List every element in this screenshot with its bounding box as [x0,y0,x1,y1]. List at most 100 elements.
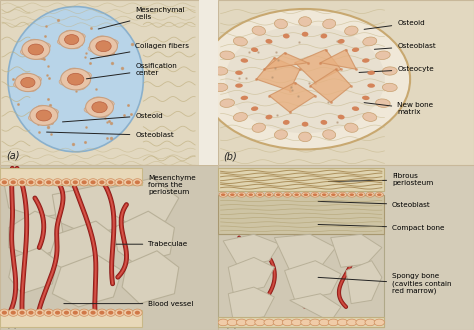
Ellipse shape [28,39,40,46]
Ellipse shape [219,192,227,197]
Ellipse shape [25,85,37,92]
FancyBboxPatch shape [218,0,474,165]
Circle shape [346,319,357,326]
Text: (c): (c) [7,318,19,328]
Ellipse shape [36,110,52,121]
Ellipse shape [376,51,390,59]
Circle shape [17,179,27,186]
Polygon shape [122,251,179,304]
Polygon shape [9,211,65,257]
Text: Fibrous
periosteum: Fibrous periosteum [328,173,433,186]
Ellipse shape [67,73,84,85]
Ellipse shape [320,192,328,197]
Ellipse shape [274,19,287,29]
Circle shape [255,319,265,326]
Ellipse shape [248,193,253,196]
Ellipse shape [15,74,41,91]
Circle shape [106,309,116,316]
Ellipse shape [311,192,319,197]
Ellipse shape [251,48,258,52]
Ellipse shape [302,32,309,37]
FancyBboxPatch shape [0,168,142,185]
Circle shape [99,311,104,315]
Circle shape [97,179,107,186]
Ellipse shape [366,192,374,197]
Ellipse shape [363,113,377,121]
Ellipse shape [283,192,292,197]
Ellipse shape [265,115,273,119]
Text: (d): (d) [226,318,239,328]
Ellipse shape [320,34,327,39]
Ellipse shape [251,106,258,111]
Circle shape [37,311,43,315]
Polygon shape [4,178,83,218]
Text: Osteoid: Osteoid [63,113,163,122]
Ellipse shape [274,130,287,139]
Circle shape [46,180,51,184]
FancyBboxPatch shape [218,317,384,327]
Ellipse shape [367,83,375,88]
Ellipse shape [322,193,327,196]
Ellipse shape [347,192,356,197]
Ellipse shape [383,83,397,91]
Ellipse shape [200,9,410,149]
Circle shape [108,180,113,184]
Ellipse shape [38,43,51,50]
Circle shape [237,319,246,326]
Ellipse shape [20,49,33,55]
Circle shape [10,180,16,184]
Ellipse shape [230,193,235,196]
Ellipse shape [352,106,359,111]
Circle shape [35,179,45,186]
Ellipse shape [337,39,345,44]
Ellipse shape [285,193,290,196]
FancyBboxPatch shape [218,168,384,191]
Ellipse shape [21,78,35,87]
Ellipse shape [28,115,41,121]
Circle shape [64,311,69,315]
Circle shape [0,179,9,186]
Ellipse shape [106,39,118,46]
Text: Blood vessel: Blood vessel [64,301,194,307]
Ellipse shape [252,26,265,35]
Circle shape [53,309,63,316]
Circle shape [28,311,34,315]
Ellipse shape [64,30,76,37]
Ellipse shape [267,193,272,196]
Polygon shape [269,82,315,112]
Circle shape [79,309,89,316]
Text: Trabeculae: Trabeculae [116,241,188,247]
Ellipse shape [377,193,382,196]
Circle shape [99,180,104,184]
Polygon shape [290,294,341,322]
Ellipse shape [36,105,48,112]
Circle shape [82,180,87,184]
Circle shape [9,179,18,186]
Ellipse shape [233,113,247,121]
Circle shape [337,319,347,326]
Ellipse shape [246,192,255,197]
Polygon shape [295,50,341,82]
Ellipse shape [299,132,311,142]
Circle shape [37,180,43,184]
Ellipse shape [256,192,264,197]
Polygon shape [346,261,382,304]
Circle shape [310,319,320,326]
Circle shape [19,311,25,315]
Ellipse shape [221,193,226,196]
Ellipse shape [96,41,111,51]
Ellipse shape [88,45,100,52]
Ellipse shape [294,193,299,196]
Circle shape [117,311,122,315]
Polygon shape [228,257,274,294]
Circle shape [115,179,125,186]
Ellipse shape [28,44,44,55]
Polygon shape [52,185,131,234]
Circle shape [17,309,27,316]
Circle shape [46,311,51,315]
Text: Ossification
center: Ossification center [86,63,177,79]
Circle shape [91,311,96,315]
Ellipse shape [376,99,390,107]
Text: Mesenchyme
forms the
periosteum: Mesenchyme forms the periosteum [79,175,196,195]
Ellipse shape [363,37,377,46]
